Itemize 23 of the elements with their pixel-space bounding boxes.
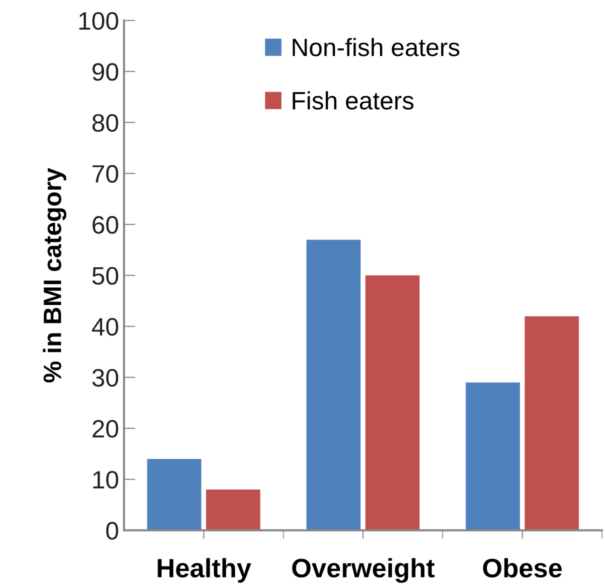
y-tick-label: 100: [79, 12, 118, 30]
bar: [524, 316, 579, 530]
legend-label: Fish eaters: [292, 91, 414, 110]
bar: [466, 382, 520, 530]
y-axis-title: % in BMI category: [42, 168, 66, 382]
y-tick-label: 40: [92, 318, 118, 336]
y-tick-label: 70: [92, 165, 118, 183]
bar: [306, 240, 361, 530]
x-tick-label: Overweight: [292, 558, 435, 583]
x-tick-label: Healthy: [158, 558, 252, 583]
y-tick-label: 90: [92, 63, 118, 81]
legend-label: Non-fish eaters: [292, 38, 460, 56]
y-tick-label: 20: [92, 420, 118, 438]
bar: [365, 275, 420, 530]
y-tick-label: 30: [92, 368, 118, 387]
y-tick-label: 0: [106, 522, 118, 540]
y-tick-label: 10: [93, 470, 118, 489]
x-tick-label: Obese: [483, 558, 562, 578]
bar: [206, 490, 260, 530]
y-tick-label: 50: [92, 267, 118, 285]
y-tick-label: 80: [92, 114, 118, 132]
bar: [147, 458, 202, 530]
y-tick-label: 60: [92, 216, 118, 234]
